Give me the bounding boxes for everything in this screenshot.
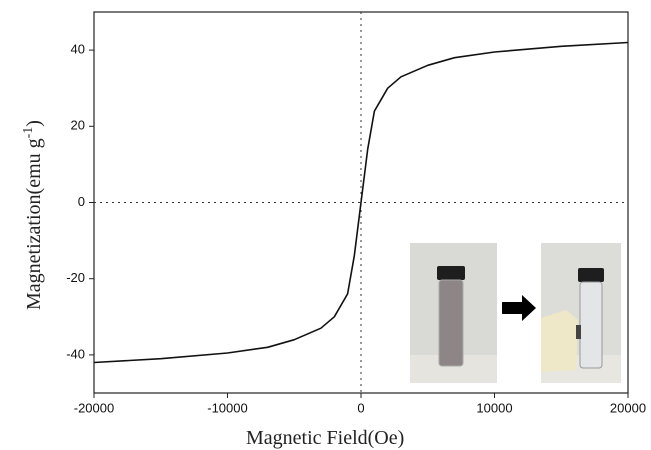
vial-cap [578, 268, 604, 282]
x-tick-label: 10000 [476, 400, 512, 415]
y-label-suffix: ) [23, 120, 45, 127]
y-label-superscript: -1 [21, 127, 36, 139]
y-axis-label: Magnetization(emu g-1) [21, 120, 45, 310]
y-tick-label: 0 [78, 194, 85, 209]
inset-photo [410, 243, 621, 383]
y-tick-label: -20 [66, 270, 85, 285]
vial-cap [437, 266, 465, 280]
x-axis-label: Magnetic Field(Oe) [246, 427, 404, 449]
magnet [541, 310, 578, 372]
arrow [502, 295, 536, 321]
y-tick-label: 20 [71, 118, 85, 133]
x-tick-label: 20000 [610, 400, 646, 415]
x-tick-label: 0 [357, 400, 364, 415]
x-tick-label: -20000 [74, 400, 114, 415]
vial-clear [580, 282, 602, 368]
y-label-text: Magnetization(emu g [23, 138, 45, 310]
x-tick-label: -10000 [207, 400, 247, 415]
chart: Magnetic Field(Oe) Magnetization(emu g-1… [0, 0, 651, 450]
vial-dispersion [439, 280, 463, 366]
y-tick-label: -40 [66, 346, 85, 361]
y-tick-label: 40 [71, 42, 85, 57]
collected-particles [576, 325, 581, 339]
